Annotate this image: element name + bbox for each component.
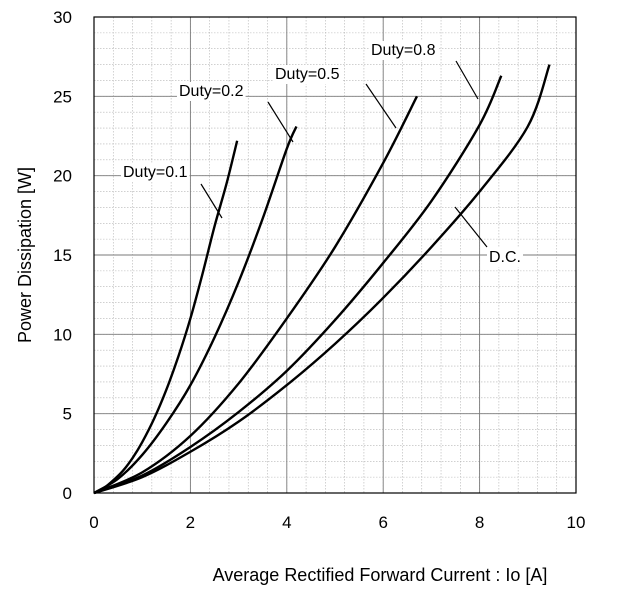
series-line-duty-0-8	[93, 75, 503, 495]
series-lines	[93, 64, 551, 495]
y-axis-title: Power Dissipation [W]	[15, 167, 35, 343]
y-tick-label: 5	[63, 405, 72, 424]
series-label-duty-0-8: Duty=0.8	[371, 42, 436, 59]
y-tick-label: 15	[53, 246, 72, 265]
leader-line-duty-0-1	[200, 183, 223, 219]
x-tick-labels: 0 2 4 6 8 10	[89, 513, 585, 532]
series-labels: Duty=0.1 Duty=0.2 Duty=0.5 Duty=0.8 D.C.	[121, 41, 523, 267]
series-label-duty-0-2: Duty=0.2	[179, 83, 244, 100]
x-tick-label: 4	[282, 513, 291, 532]
series-label-duty-0-1: Duty=0.1	[123, 164, 188, 181]
x-axis-title: Average Rectified Forward Current : Io […	[213, 565, 548, 585]
y-tick-label: 20	[53, 167, 72, 186]
y-tick-label: 25	[53, 87, 72, 106]
x-tick-label: 6	[378, 513, 387, 532]
series-label-bg	[177, 82, 246, 101]
x-tick-label: 0	[89, 513, 98, 532]
leader-line-d-c	[454, 206, 488, 248]
plot-frame	[93, 16, 577, 494]
series-line-d-c	[93, 64, 551, 495]
series-label-bg	[121, 163, 190, 182]
series-label-d-c: D.C.	[489, 249, 521, 266]
y-tick-label: 30	[53, 8, 72, 27]
leader-line-duty-0-5	[365, 83, 397, 129]
series-line-duty-0-1	[93, 140, 239, 495]
x-tick-label: 10	[567, 513, 586, 532]
x-tick-label: 8	[475, 513, 484, 532]
series-label-bg	[487, 248, 523, 267]
leader-line-duty-0-8	[455, 60, 479, 100]
annotation-leaders	[200, 60, 488, 248]
leader-line-duty-0-2	[267, 101, 294, 143]
series-line-duty-0-5	[93, 95, 419, 495]
series-label-bg	[369, 41, 438, 60]
y-tick-labels: 0 5 10 15 20 25 30	[53, 8, 72, 503]
y-tick-label: 10	[53, 325, 72, 344]
y-tick-label: 0	[63, 484, 72, 503]
series-line-duty-0-2	[93, 125, 298, 495]
series-label-duty-0-5: Duty=0.5	[275, 66, 340, 83]
series-label-bg	[273, 65, 342, 84]
x-tick-label: 2	[186, 513, 195, 532]
